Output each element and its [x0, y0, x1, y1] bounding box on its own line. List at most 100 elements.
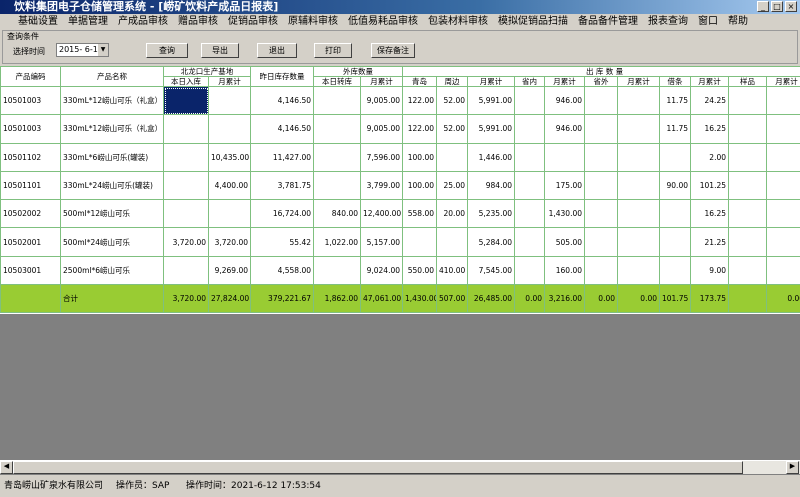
- menu-item[interactable]: 模拟促销品扫描: [498, 14, 568, 30]
- cell: [660, 200, 691, 228]
- cell: [729, 143, 767, 171]
- cell: 16.25: [691, 115, 729, 143]
- cell: [515, 87, 545, 115]
- cell: [209, 115, 251, 143]
- menu-item[interactable]: 帮助: [728, 14, 748, 30]
- menu-item[interactable]: 单据管理: [68, 14, 108, 30]
- close-button[interactable]: ×: [785, 1, 797, 12]
- cell: [767, 115, 800, 143]
- cell: 9,269.00: [209, 256, 251, 284]
- cell: 3,781.75: [251, 171, 314, 199]
- menu-item[interactable]: 促销品审核: [228, 14, 278, 30]
- maximize-button[interactable]: □: [771, 1, 783, 12]
- cell: 4,146.50: [251, 115, 314, 143]
- cell: [437, 143, 468, 171]
- minimize-button[interactable]: _: [757, 1, 769, 12]
- date-label: 选择时间: [13, 46, 45, 57]
- menu-item[interactable]: 赠品审核: [178, 14, 218, 30]
- cell: 5,991.00: [468, 87, 515, 115]
- scroll-thumb[interactable]: [13, 461, 743, 474]
- cell: [729, 285, 767, 313]
- header-cell: 省内: [515, 77, 545, 87]
- header-cell: 月累计: [618, 77, 660, 87]
- cell: 840.00: [314, 200, 361, 228]
- horizontal-scrollbar[interactable]: ◀ ▶: [0, 460, 800, 474]
- cell: 16,724.00: [251, 200, 314, 228]
- cell: 52.00: [437, 87, 468, 115]
- cell: 合计: [61, 285, 164, 313]
- cell: 1,446.00: [468, 143, 515, 171]
- cell: 946.00: [545, 115, 585, 143]
- menu-item[interactable]: 基础设置: [18, 14, 58, 30]
- cell: 10503001: [1, 256, 61, 284]
- cell: 11.75: [660, 115, 691, 143]
- cell: [515, 115, 545, 143]
- cell: [515, 228, 545, 256]
- cell: 173.75: [691, 285, 729, 313]
- cell: 946.00: [545, 87, 585, 115]
- header-cell: 昨日库存数量: [251, 67, 314, 87]
- cell: [729, 256, 767, 284]
- cell: 330mL*6崂山可乐(罐装): [61, 143, 164, 171]
- report-table: 产品编码 产品名称 北龙口生产基地 昨日库存数量 外库数量 出 库 数 量 本日…: [0, 66, 800, 313]
- cell: 1,862.00: [314, 285, 361, 313]
- cell: 2.00: [691, 143, 729, 171]
- header-cell: 借条: [660, 77, 691, 87]
- scroll-left[interactable]: ◀: [0, 461, 13, 474]
- header-cell: 北龙口生产基地: [164, 67, 251, 77]
- cell: [164, 171, 209, 199]
- cell: 330mL*12崂山可乐（礼盒）: [61, 87, 164, 115]
- scroll-right[interactable]: ▶: [786, 461, 799, 474]
- cell: 0.00: [618, 285, 660, 313]
- menu-item[interactable]: 原辅料审核: [288, 14, 338, 30]
- cell: [164, 256, 209, 284]
- menu-item[interactable]: 低值易耗品审核: [348, 14, 418, 30]
- cell: 5,991.00: [468, 115, 515, 143]
- cell: [314, 115, 361, 143]
- cell: 3,720.00: [209, 228, 251, 256]
- cell: [585, 115, 618, 143]
- cell: 505.00: [545, 228, 585, 256]
- menu-item[interactable]: 包装材料审核: [428, 14, 488, 30]
- cell: 3,720.00: [164, 228, 209, 256]
- menu-item[interactable]: 报表查询: [648, 14, 688, 30]
- date-picker[interactable]: 2015- 6-12▼: [56, 43, 109, 57]
- cell: [515, 171, 545, 199]
- header-cell: 月累计: [691, 77, 729, 87]
- cell: [585, 171, 618, 199]
- cell: 10501102: [1, 143, 61, 171]
- dropdown-arrow[interactable]: ▼: [98, 44, 108, 56]
- header-cell: 月累计: [468, 77, 515, 87]
- cell: 90.00: [660, 171, 691, 199]
- cell: [515, 200, 545, 228]
- cell: [164, 143, 209, 171]
- cell: [618, 228, 660, 256]
- cell: 10502002: [1, 200, 61, 228]
- cell: 10501101: [1, 171, 61, 199]
- query-button[interactable]: 导出: [201, 43, 239, 58]
- cell: [585, 200, 618, 228]
- query-button[interactable]: 查询: [146, 43, 188, 58]
- header-cell: 月累计: [545, 77, 585, 87]
- query-button[interactable]: 打印: [314, 43, 352, 58]
- cell: 0.00: [767, 285, 800, 313]
- cell: 24.25: [691, 87, 729, 115]
- cell: [209, 87, 251, 115]
- query-button[interactable]: 退出: [257, 43, 297, 58]
- cell: [164, 200, 209, 228]
- cell: [729, 115, 767, 143]
- menu-item[interactable]: 产成品审核: [118, 14, 168, 30]
- cell: 12,400.00: [361, 200, 403, 228]
- menu-item[interactable]: 备品备件管理: [578, 14, 638, 30]
- cell: [314, 256, 361, 284]
- cell: 122.00: [403, 87, 437, 115]
- cell: 55.42: [251, 228, 314, 256]
- cell: [618, 171, 660, 199]
- query-button[interactable]: 保存备注: [371, 43, 415, 58]
- cell: 26,485.00: [468, 285, 515, 313]
- menu-item[interactable]: 窗口: [698, 14, 718, 30]
- cell: 9,005.00: [361, 115, 403, 143]
- cell: [209, 200, 251, 228]
